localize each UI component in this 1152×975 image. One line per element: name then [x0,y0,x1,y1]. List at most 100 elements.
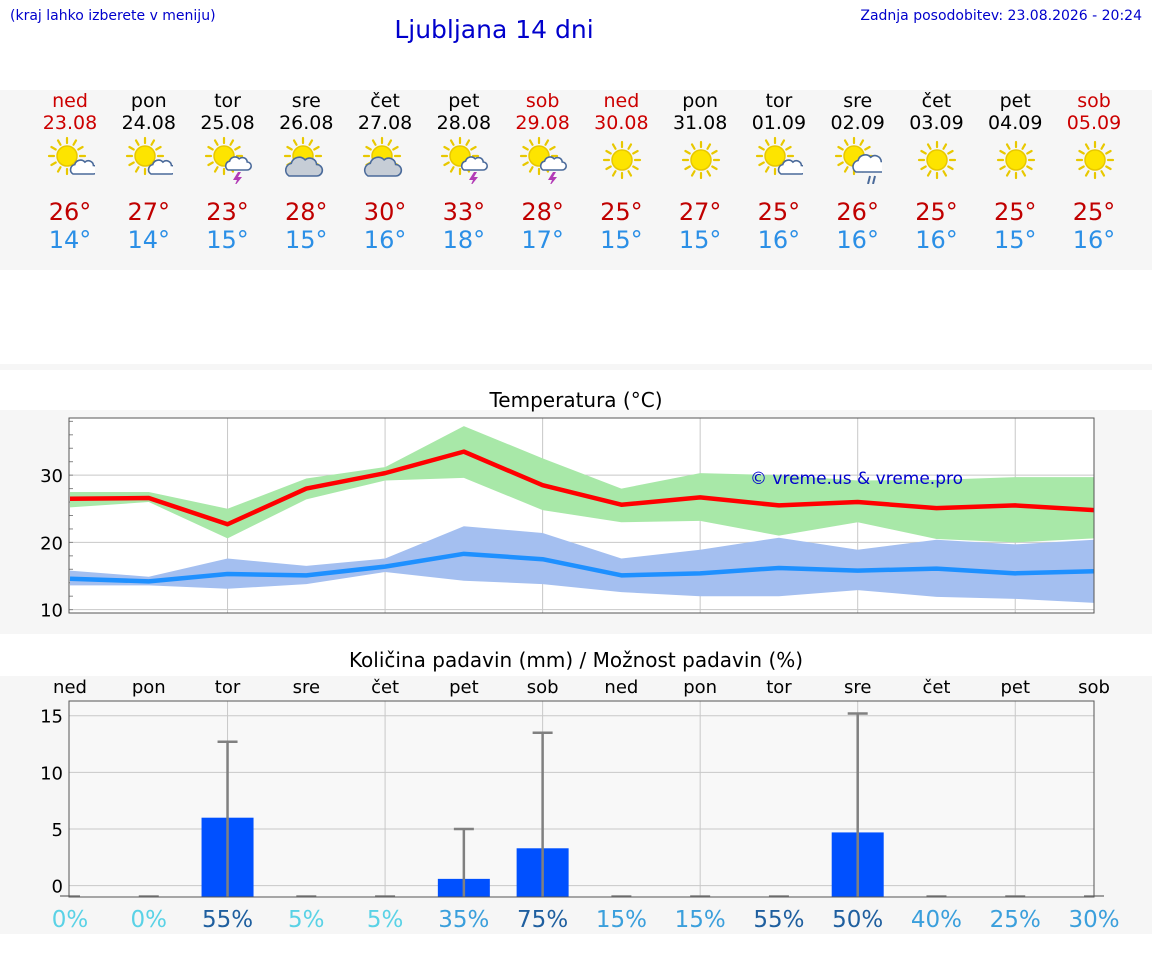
plot-frame [68,417,1095,614]
day-name: ned [52,90,88,112]
x-category-label: ned [604,677,638,698]
day-date: 01.09 [751,112,807,134]
precip-probability-label: 55% [202,907,253,933]
day-name: pon [682,90,719,112]
sun-storm-icon [520,136,568,184]
x-category-label: tor [215,677,241,698]
y-tick-label: 0 [52,877,63,898]
day-name: sob [1077,90,1111,112]
x-category-label: tor [766,677,792,698]
day-date: 25.08 [200,112,255,134]
x-category-label: sob [1078,677,1110,698]
temp-min: 16° [757,226,801,254]
temp-min: 17° [521,226,564,254]
sun-dark-cloud-icon [362,136,402,177]
precipitation-panel: Količina padavin (mm) / Možnost padavin … [0,648,1152,934]
x-category-label: čet [371,677,399,698]
page-title: Ljubljana 14 dni [394,15,594,44]
y-tick-label: 20 [40,533,63,554]
day-date: 26.08 [279,112,334,134]
temp-min: 16° [363,226,407,254]
plot-frame [68,700,1095,898]
day-date: 24.08 [121,112,176,134]
day-date: 31.08 [672,112,728,134]
day-date: 05.09 [1066,112,1122,134]
precip-probability-label: 0% [52,907,89,933]
y-tick-label: 10 [40,763,63,784]
x-category-label: pon [683,677,717,698]
temp-min: 15° [285,226,328,254]
day-name: pon [130,90,167,112]
location-hint-link[interactable]: (kraj lahko izberete v meniju) [10,8,216,24]
divider [0,364,1152,370]
x-category-label: sre [293,677,320,698]
sun-icon [681,140,720,180]
sun-icon [917,140,957,180]
day-date: 02.09 [830,112,885,134]
temp-min: 14° [48,226,92,254]
daily-forecast-strip: ned 23.08 26° 14° pon 24.08 27° 14° tor 25.08 23° 1… [0,90,1152,270]
precip-probability-label: 5% [367,907,404,933]
watermark: © vreme.us & vreme.pro [750,469,963,489]
max-temp-band [70,426,1095,543]
day-date: 04.09 [988,112,1043,134]
temp-max: 25° [600,198,643,226]
temp-min: 16° [836,226,879,254]
temp-min: 16° [1072,226,1116,254]
day-name: pet [999,90,1031,112]
day-name: pet [448,90,480,112]
precip-probability-label: 5% [288,907,325,933]
day-name: čet [921,90,952,112]
temp-max: 26° [836,198,879,226]
precip-probability-label: 30% [1068,907,1119,933]
last-updated: Zadnja posodobitev: 23.08.2026 - 20:24 [860,8,1142,24]
day-date: 23.08 [42,112,98,134]
min-temp-line [69,551,1095,584]
y-tick-label: 10 [40,601,63,622]
temp-min: 18° [442,226,486,254]
precip-probability-label: 15% [675,907,726,933]
day-name: tor [214,90,241,112]
temp-min: 15° [206,226,249,254]
day-name: čet [370,90,400,112]
y-tick-label: 15 [40,707,63,728]
temp-min: 14° [127,226,171,254]
day-date: 29.08 [515,112,570,134]
temp-max: 26° [48,198,92,226]
precip-probability-label: 15% [596,907,647,933]
temp-max: 23° [206,198,249,226]
temp-min: 15° [600,226,643,254]
precip-probability-label: 75% [517,907,568,933]
sun-icon [996,140,1035,180]
day-name: ned [603,90,640,112]
temp-max: 30° [363,198,407,226]
x-category-label: pon [132,677,166,698]
precip-probability-label: 0% [131,907,168,933]
temp-max: 28° [285,198,328,226]
precipitation-chart-title: Količina padavin (mm) / Možnost padavin … [348,648,804,672]
sun-cloud-icon [756,136,804,176]
temp-max: 27° [678,198,722,226]
day-date: 27.08 [357,112,413,134]
y-tick-label: 30 [40,466,63,487]
temp-max: 25° [993,198,1037,226]
y-tick-label: 5 [52,820,63,841]
day-name: sob [525,90,560,112]
x-category-label: sob [527,677,559,698]
day-name: sre [843,90,873,112]
precip-probability-label: 55% [753,907,804,933]
x-category-label: čet [922,677,950,698]
sun-icon [602,140,641,180]
sun-rain-icon [835,136,883,184]
precip-probability-label: 25% [990,907,1041,933]
temp-min: 15° [993,226,1037,254]
temp-max: 28° [521,198,564,226]
temp-max: 27° [127,198,171,226]
day-name: tor [765,90,793,112]
temperature-chart-title: Temperatura (°C) [489,388,663,412]
temp-min: 15° [678,226,722,254]
sun-storm-icon [204,136,253,184]
sun-icon [1075,140,1114,180]
x-category-label: sre [844,677,871,698]
precip-probability-label: 35% [438,907,489,933]
